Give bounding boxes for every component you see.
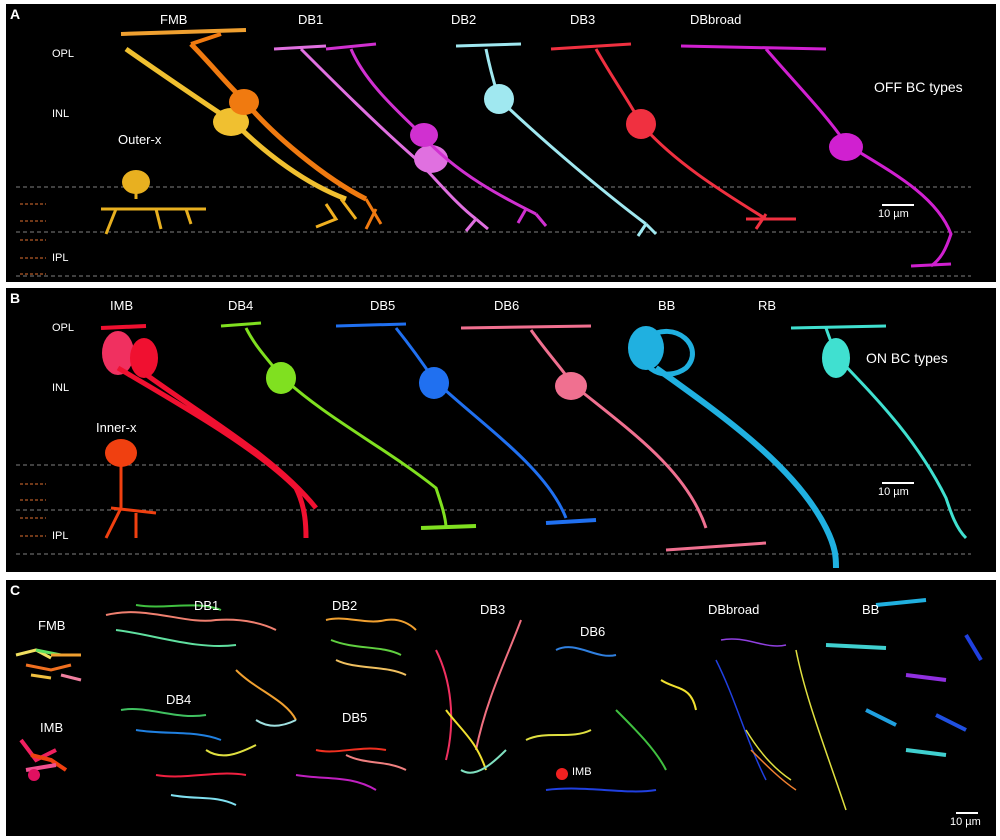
imb-label: IMB <box>40 720 64 735</box>
db1-cell-1 <box>273 44 489 232</box>
opl-label: OPL <box>52 322 75 334</box>
panel-a: A <box>6 4 996 282</box>
db3-mosaic <box>435 619 522 774</box>
panel-b-figure <box>16 321 971 569</box>
panel-a-title: OFF BC types <box>874 79 963 95</box>
db5-label: DB5 <box>342 710 368 725</box>
bb-label: BB <box>862 602 880 617</box>
db6-mosaic <box>525 646 697 793</box>
panel-c-figure <box>15 598 983 811</box>
db4-cell <box>220 321 477 530</box>
rb-cell <box>790 324 968 540</box>
db4-label: DB4 <box>228 298 254 313</box>
panel-b-label: B <box>10 290 21 306</box>
db6-label: DB6 <box>494 298 520 313</box>
opl-label: OPL <box>52 48 75 60</box>
inner-x-label: Inner-x <box>96 420 137 435</box>
db1-label: DB1 <box>194 598 220 613</box>
db3-label: DB3 <box>570 12 596 27</box>
scale-bar <box>882 482 914 484</box>
panel-a-label: A <box>10 6 21 22</box>
bb-cell <box>628 326 839 569</box>
db5-cell <box>335 322 597 525</box>
imb-mosaic <box>19 738 68 781</box>
dbbroad-label: DBbroad <box>708 602 760 617</box>
db5-mosaic <box>295 747 407 791</box>
db2-label: DB2 <box>451 12 477 27</box>
outer-x-cell <box>101 170 206 235</box>
fmb-label: FMB <box>38 618 66 633</box>
panel-c: C <box>6 580 996 836</box>
dbbroad-cell <box>680 44 953 268</box>
db2-mosaic <box>325 617 417 676</box>
scale-label: 10 µm <box>878 486 909 498</box>
ipl-label: IPL <box>52 252 69 264</box>
sublamina-ticks <box>20 483 46 537</box>
inl-label: INL <box>52 108 70 120</box>
scale-label: 10 µm <box>950 816 981 828</box>
sublamina-ticks <box>20 203 46 275</box>
db3-label: DB3 <box>480 602 506 617</box>
db1-mosaic <box>105 604 297 727</box>
bb-label: BB <box>658 298 676 313</box>
panel-b-title: ON BC types <box>866 350 948 366</box>
db1-label: DB1 <box>298 12 324 27</box>
dbbroad-mosaic <box>715 638 847 811</box>
scale-label: 10 µm <box>878 208 909 220</box>
scale-bar <box>956 812 978 814</box>
imb-label: IMB <box>110 298 134 313</box>
ipl-label: IPL <box>52 530 69 542</box>
imb-inner-label: IMB <box>572 766 592 778</box>
rb-label: RB <box>758 298 777 313</box>
panel-c-label: C <box>10 582 21 598</box>
db1-cell-2 <box>325 42 548 227</box>
inl-label: INL <box>52 382 70 394</box>
fmb-mosaic <box>15 648 82 682</box>
fmb-cell-1 <box>120 28 358 229</box>
panel-a-figure <box>16 28 971 277</box>
db2-cell <box>455 42 658 237</box>
db5-label: DB5 <box>370 298 396 313</box>
db6-label: DB6 <box>580 624 606 639</box>
db4-mosaic <box>120 708 257 806</box>
fmb-label: FMB <box>160 12 188 27</box>
db4-label: DB4 <box>166 692 192 707</box>
bb-mosaic <box>825 598 983 757</box>
db3-cell <box>550 42 796 230</box>
inner-x-cell <box>104 439 157 539</box>
outer-x-label: Outer-x <box>118 132 162 147</box>
panel-b: B <box>6 288 996 572</box>
db6-cell <box>460 324 767 552</box>
db2-label: DB2 <box>332 598 358 613</box>
imb-cell <box>100 324 318 539</box>
fmb-cell-2 <box>189 32 383 230</box>
dbbroad-label: DBbroad <box>690 12 742 27</box>
scale-bar <box>882 204 914 206</box>
